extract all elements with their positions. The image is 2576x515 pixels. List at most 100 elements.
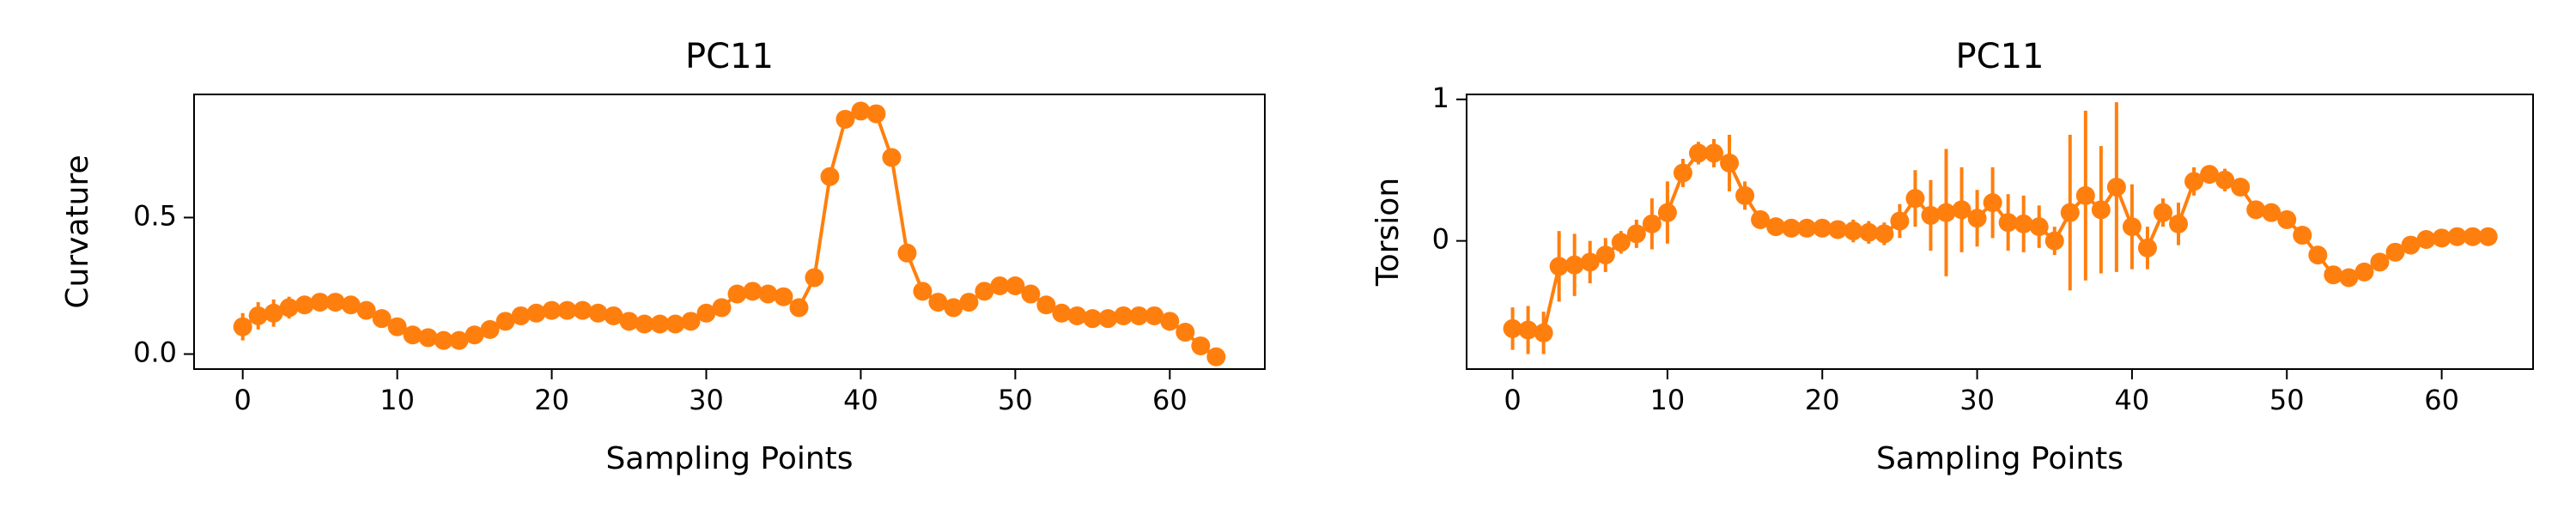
y-tick-label: 0.5 [133, 199, 177, 232]
data-point [1052, 303, 1072, 323]
chart-title: PC11 [1956, 37, 2044, 76]
x-tick-label: 40 [2115, 384, 2150, 416]
x-tick-label: 40 [843, 384, 878, 416]
data-point [1673, 163, 1692, 183]
data-point [465, 325, 484, 345]
data-point [681, 312, 701, 331]
data-point [727, 284, 747, 304]
data-point [882, 148, 902, 167]
x-tick-label: 10 [1650, 384, 1686, 416]
x-tick-label: 0 [234, 384, 252, 416]
data-point [387, 317, 407, 336]
data-point [2308, 245, 2328, 265]
data-point [604, 306, 623, 325]
data-point [434, 330, 453, 350]
data-point [2447, 227, 2467, 246]
data-point [511, 306, 531, 325]
x-tick-label: 50 [998, 384, 1033, 416]
data-point [2370, 252, 2390, 272]
data-point [418, 328, 438, 348]
data-point [310, 293, 330, 312]
data-point [1751, 209, 1771, 229]
data-point [928, 293, 948, 312]
data-point [1720, 153, 1740, 173]
data-point [1114, 306, 1133, 325]
axes-frame [193, 94, 1266, 370]
data-point [233, 317, 252, 336]
data-point [1021, 284, 1041, 304]
data-point [2463, 227, 2482, 246]
data-point [1611, 233, 1631, 252]
data-point [1983, 193, 2002, 213]
x-tick-label: 60 [1152, 384, 1188, 416]
data-point [1503, 318, 1522, 338]
data-point [2215, 170, 2235, 190]
x-tick-label: 10 [380, 384, 415, 416]
data-point [2416, 229, 2436, 249]
data-point [1874, 224, 1894, 244]
y-tick-label: 0 [1432, 223, 1449, 256]
data-point [1098, 309, 1118, 329]
data-point [2432, 228, 2451, 248]
data-point [1998, 213, 2018, 233]
x-axis-label: Sampling Points [1876, 441, 2123, 476]
data-point [1797, 218, 1817, 238]
chart-title: PC11 [685, 37, 774, 76]
data-point [913, 282, 933, 301]
x-tick-label: 20 [534, 384, 569, 416]
data-point [1191, 336, 1211, 355]
data-point [866, 104, 886, 124]
data-point [1782, 218, 1801, 238]
data-point [959, 293, 979, 312]
data-point [372, 309, 392, 329]
data-point [588, 303, 608, 323]
x-tick-label: 30 [1959, 384, 1995, 416]
data-point [2153, 203, 2172, 222]
data-point [1704, 143, 1724, 163]
y-axis-label: Curvature [60, 154, 95, 308]
data-point [403, 325, 422, 345]
data-point [1905, 189, 1925, 209]
data-point [2478, 227, 2498, 246]
data-point [557, 300, 577, 320]
data-point [619, 312, 639, 331]
y-tick-label: 0.0 [133, 336, 177, 369]
data-point [2324, 265, 2343, 285]
data-point [1735, 185, 1755, 205]
data-point [1005, 276, 1025, 295]
data-point [1967, 209, 1987, 228]
data-point [325, 293, 345, 312]
data-point [279, 298, 299, 318]
data-point [2106, 177, 2126, 197]
y-axis-label: Torsion [1370, 178, 1406, 287]
data-point [1844, 221, 1863, 241]
data-point [774, 287, 793, 306]
data-point [1766, 217, 1786, 237]
x-axis-label: Sampling Points [605, 441, 853, 476]
data-point [264, 303, 283, 323]
data-point [696, 303, 716, 323]
data-point [635, 314, 654, 334]
data-point [1564, 255, 1584, 275]
data-point [1813, 218, 1832, 238]
data-point [2169, 214, 2189, 233]
data-point [1145, 306, 1164, 325]
y-tick-label: 1 [1432, 82, 1449, 114]
data-point [835, 109, 855, 129]
data-line [1512, 151, 2488, 336]
data-point [356, 300, 376, 320]
data-point [2044, 231, 2064, 251]
data-point [2277, 209, 2297, 229]
data-point [1828, 220, 1848, 239]
data-point [341, 295, 361, 315]
data-point [820, 167, 840, 186]
data-point [975, 282, 994, 301]
data-point [2184, 172, 2204, 191]
data-point [2122, 217, 2142, 237]
data-point [542, 300, 562, 320]
data-point [2075, 185, 2095, 205]
data-point [743, 282, 762, 301]
data-point [944, 298, 963, 318]
